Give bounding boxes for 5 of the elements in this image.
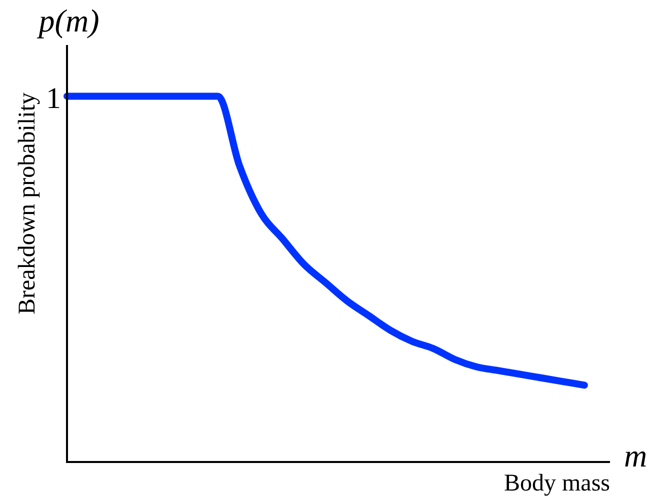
text: m [624,437,648,474]
y-axis-title: Breakdown probability [14,92,40,314]
text: p(m) [36,2,100,38]
x-axis-title: Body mass [504,470,610,496]
text: 1 [46,82,61,116]
